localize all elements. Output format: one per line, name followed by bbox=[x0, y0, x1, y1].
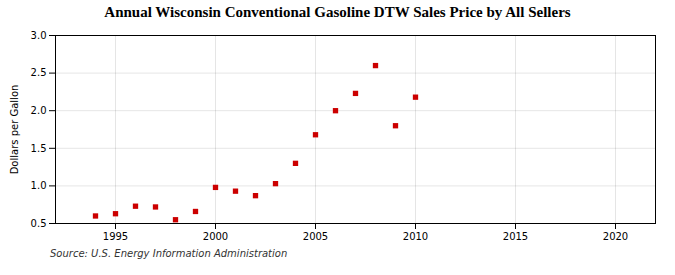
svg-text:Dollars per Gallon: Dollars per Gallon bbox=[9, 85, 20, 175]
html-text:Annual Wisconsin Conventional: Annual Wisconsin Conventional Gasoline D… bbox=[104, 4, 571, 20]
svg-text:2.0: 2.0 bbox=[31, 105, 47, 116]
svg-text:2015: 2015 bbox=[503, 231, 528, 242]
svg-text:2005: 2005 bbox=[303, 231, 328, 242]
svg-text:2010: 2010 bbox=[403, 231, 428, 242]
svg-text:2020: 2020 bbox=[603, 231, 628, 242]
svg-text:3.0: 3.0 bbox=[31, 30, 47, 41]
svg-text:2000: 2000 bbox=[203, 231, 228, 242]
svg-text:1.5: 1.5 bbox=[31, 143, 47, 154]
svg-text:1995: 1995 bbox=[103, 231, 128, 242]
svg-text:1.0: 1.0 bbox=[31, 180, 47, 191]
html-text:Source: U.S. Energy Informatio: Source: U.S. Energy Information Administ… bbox=[50, 248, 288, 259]
svg-text:0.5: 0.5 bbox=[31, 218, 47, 229]
svg-text:2.5: 2.5 bbox=[31, 67, 47, 78]
